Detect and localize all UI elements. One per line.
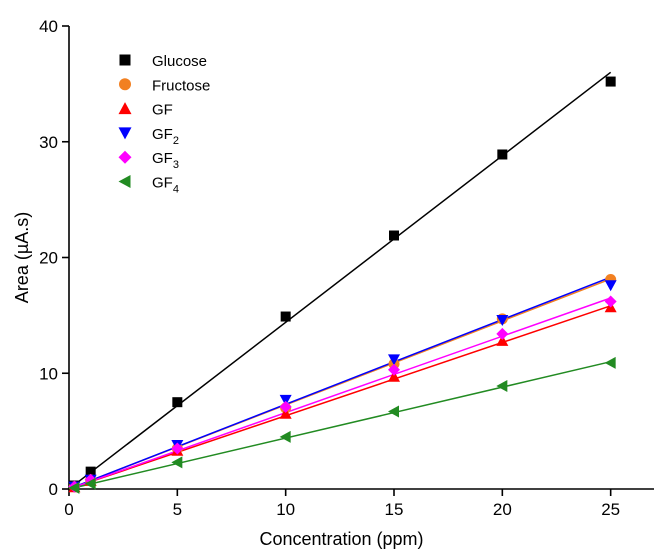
legend-label: Fructose xyxy=(152,77,210,94)
data-point xyxy=(389,230,399,241)
data-point xyxy=(496,379,508,392)
legend-item-fructose: Fructose xyxy=(119,77,210,94)
data-point xyxy=(279,400,292,413)
legend-item-gf3: GF3 xyxy=(118,150,179,171)
data-point xyxy=(497,149,508,160)
legend-item-gf4: GF4 xyxy=(118,175,179,196)
legend: Glucose Fructose GF GF2 GF3 GF4 xyxy=(118,53,210,196)
data-point xyxy=(279,430,291,443)
x-tick-label: 0 xyxy=(64,500,73,519)
fit-line-gf3 xyxy=(74,297,611,488)
x-tick-label: 15 xyxy=(385,500,404,519)
fit-line-gf xyxy=(74,305,611,488)
legend-label: GF4 xyxy=(152,175,179,196)
y-axis-title: Area (µA.s) xyxy=(12,212,32,303)
fit-line-glucose xyxy=(73,71,612,486)
axes: 0 5 10 15 20 25 0 10 20 30 40 xyxy=(39,17,654,519)
data-point xyxy=(172,397,183,408)
data-point xyxy=(84,477,96,490)
data-point xyxy=(496,334,509,346)
series-gf3 xyxy=(68,295,617,493)
legend-label: GF2 xyxy=(152,126,179,147)
legend-label: GF xyxy=(152,102,173,119)
legend-label: Glucose xyxy=(152,53,207,70)
fit-lines xyxy=(73,71,612,489)
fit-line-gf2 xyxy=(74,276,611,488)
x-axis-title: Concentration (ppm) xyxy=(259,529,423,549)
y-tick-label: 40 xyxy=(39,17,58,36)
data-points xyxy=(68,76,617,494)
data-point xyxy=(68,481,80,494)
data-point xyxy=(171,456,183,469)
data-point xyxy=(279,394,292,406)
y-tick-label: 30 xyxy=(39,133,58,152)
data-point xyxy=(280,311,291,322)
data-point xyxy=(604,356,616,369)
y-tick-label: 0 xyxy=(49,480,58,499)
x-tick-label: 20 xyxy=(493,500,512,519)
legend-marker xyxy=(118,127,132,140)
data-point xyxy=(388,370,400,382)
data-point xyxy=(388,354,400,366)
legend-marker xyxy=(119,78,131,91)
data-point xyxy=(604,280,617,292)
legend-marker xyxy=(118,175,131,188)
legend-label: GF3 xyxy=(152,150,179,171)
data-point xyxy=(605,76,616,87)
data-point xyxy=(279,407,292,419)
fit-line-gf4 xyxy=(74,360,611,489)
data-point xyxy=(85,466,96,477)
series-gf4 xyxy=(68,356,616,494)
data-point xyxy=(496,327,509,340)
data-point xyxy=(171,442,184,455)
x-tick-label: 5 xyxy=(173,500,182,519)
legend-item-glucose: Glucose xyxy=(119,53,207,70)
legend-marker xyxy=(119,54,131,66)
legend-marker xyxy=(118,102,132,115)
y-tick-label: 20 xyxy=(39,249,58,268)
data-point xyxy=(604,295,617,308)
legend-marker xyxy=(118,150,132,164)
x-tick-label: 25 xyxy=(601,500,620,519)
x-tick-label: 10 xyxy=(276,500,295,519)
legend-item-gf2: GF2 xyxy=(118,126,179,147)
data-point xyxy=(388,363,400,376)
data-point xyxy=(496,315,509,327)
y-tick-label: 10 xyxy=(39,364,58,383)
legend-item-gf: GF xyxy=(118,102,173,119)
data-point xyxy=(388,405,399,418)
